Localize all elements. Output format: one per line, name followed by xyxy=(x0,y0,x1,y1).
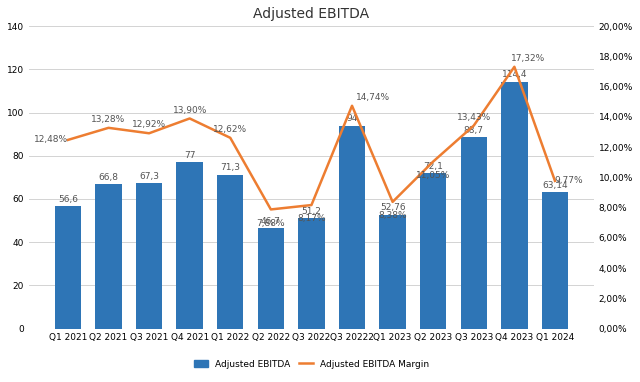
Text: 63,14: 63,14 xyxy=(542,181,568,190)
Text: 77: 77 xyxy=(184,151,195,160)
Bar xyxy=(420,173,446,329)
Bar xyxy=(95,184,122,329)
Bar xyxy=(177,162,203,329)
Text: 12,62%: 12,62% xyxy=(213,125,247,134)
Text: 114,4: 114,4 xyxy=(502,70,527,79)
Bar xyxy=(217,175,243,329)
Bar xyxy=(298,218,324,329)
Text: 11,05%: 11,05% xyxy=(416,171,451,180)
Text: 17,32%: 17,32% xyxy=(511,54,545,63)
Text: 9,77%: 9,77% xyxy=(554,176,583,185)
Text: 88,7: 88,7 xyxy=(464,126,484,135)
Bar xyxy=(542,192,568,329)
Text: 13,28%: 13,28% xyxy=(92,115,125,124)
Bar xyxy=(55,206,81,329)
Text: 8,38%: 8,38% xyxy=(378,211,407,220)
Text: 67,3: 67,3 xyxy=(139,172,159,181)
Text: 12,48%: 12,48% xyxy=(34,136,68,144)
Text: 13,90%: 13,90% xyxy=(173,106,207,115)
Bar xyxy=(339,126,365,329)
Text: 14,74%: 14,74% xyxy=(356,93,390,102)
Bar xyxy=(136,183,163,329)
Text: 7,88%: 7,88% xyxy=(257,219,285,228)
Text: 72,1: 72,1 xyxy=(423,162,443,171)
Text: 46,7: 46,7 xyxy=(261,217,281,225)
Text: 71,3: 71,3 xyxy=(220,163,240,172)
Bar xyxy=(461,137,487,329)
Text: 94: 94 xyxy=(346,115,358,123)
Text: 52,76: 52,76 xyxy=(380,204,405,212)
Legend: Adjusted EBITDA, Adjusted EBITDA Margin: Adjusted EBITDA, Adjusted EBITDA Margin xyxy=(190,356,433,372)
Text: 13,43%: 13,43% xyxy=(457,113,491,122)
Bar xyxy=(258,228,284,329)
Text: 56,6: 56,6 xyxy=(58,195,78,204)
Text: 51,2: 51,2 xyxy=(301,207,321,216)
Text: 12,92%: 12,92% xyxy=(132,120,166,129)
Bar xyxy=(501,81,527,329)
Title: Adjusted EBITDA: Adjusted EBITDA xyxy=(253,7,369,21)
Bar xyxy=(380,215,406,329)
Text: 66,8: 66,8 xyxy=(99,173,118,182)
Text: 8,17%: 8,17% xyxy=(297,214,326,223)
